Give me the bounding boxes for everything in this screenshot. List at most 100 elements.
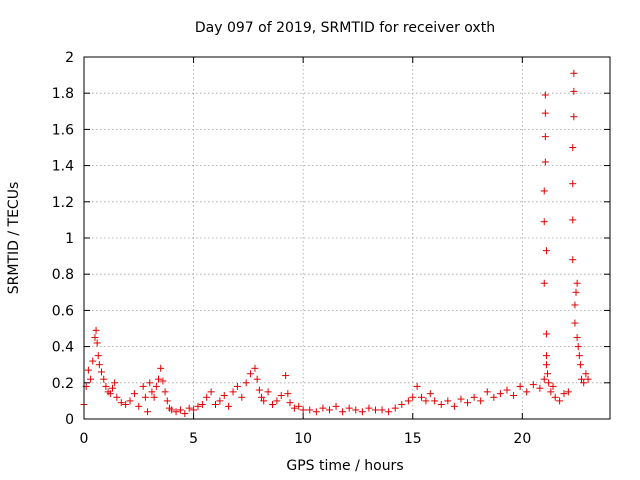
data-point bbox=[576, 361, 584, 369]
data-point bbox=[345, 404, 353, 412]
data-point bbox=[496, 390, 504, 398]
data-point bbox=[542, 330, 550, 338]
data-point bbox=[255, 386, 263, 394]
x-tick-label: 5 bbox=[189, 431, 198, 447]
data-point bbox=[290, 404, 298, 412]
data-point bbox=[111, 379, 119, 387]
data-point bbox=[541, 91, 549, 99]
data-point bbox=[352, 406, 360, 414]
data-point bbox=[268, 401, 276, 409]
y-tick-label: 0.4 bbox=[52, 340, 74, 356]
y-tick-label: 1 bbox=[65, 231, 74, 247]
data-point bbox=[413, 382, 421, 390]
data-point bbox=[365, 404, 373, 412]
data-point bbox=[168, 406, 176, 414]
y-tick-label: 1.8 bbox=[52, 86, 74, 102]
y-tick-label: 0.2 bbox=[52, 376, 74, 392]
data-point bbox=[570, 69, 578, 77]
y-tick-label: 1.4 bbox=[52, 159, 74, 175]
y-tick-label: 1.6 bbox=[52, 122, 74, 138]
y-tick-label: 2 bbox=[65, 50, 74, 66]
data-point bbox=[516, 382, 524, 390]
data-point bbox=[185, 404, 193, 412]
y-tick-label: 0 bbox=[65, 412, 74, 428]
data-point bbox=[560, 390, 568, 398]
data-point bbox=[545, 379, 553, 387]
data-point bbox=[264, 388, 272, 396]
data-point bbox=[135, 402, 143, 410]
data-point bbox=[130, 390, 138, 398]
x-tick-label: 0 bbox=[80, 431, 89, 447]
data-point bbox=[306, 406, 314, 414]
x-axis-ticks: 0 5 10 15 20 bbox=[80, 57, 531, 447]
data-point bbox=[542, 352, 550, 360]
data-point bbox=[273, 397, 281, 405]
x-tick-label: 20 bbox=[513, 431, 531, 447]
data-point bbox=[418, 393, 426, 401]
data-point bbox=[547, 388, 555, 396]
data-point bbox=[569, 256, 577, 264]
data-point bbox=[358, 408, 366, 416]
data-point bbox=[437, 401, 445, 409]
data-point bbox=[89, 357, 97, 365]
data-point bbox=[556, 397, 564, 405]
data-point bbox=[540, 375, 548, 383]
data-point bbox=[570, 113, 578, 121]
data-point bbox=[176, 406, 184, 414]
data-point bbox=[194, 402, 202, 410]
data-point bbox=[422, 397, 430, 405]
y-tick-label: 0.6 bbox=[52, 303, 74, 319]
data-point bbox=[573, 334, 581, 342]
data-point bbox=[541, 133, 549, 141]
data-point bbox=[126, 397, 134, 405]
data-point bbox=[551, 393, 559, 401]
data-point bbox=[570, 87, 578, 95]
data-point bbox=[569, 180, 577, 188]
data-point bbox=[207, 388, 215, 396]
data-point bbox=[98, 368, 106, 376]
data-point bbox=[93, 339, 101, 347]
y-axis-ticks: 0 0.2 0.4 0.6 0.8 1 1.2 1.4 1.6 1.8 2 bbox=[52, 50, 610, 428]
data-point bbox=[483, 388, 491, 396]
data-point bbox=[95, 361, 103, 369]
data-point bbox=[144, 408, 152, 416]
data-point bbox=[536, 384, 544, 392]
data-point bbox=[578, 375, 586, 383]
data-point bbox=[540, 187, 548, 195]
data-point bbox=[409, 393, 417, 401]
data-point bbox=[150, 393, 158, 401]
data-point bbox=[163, 397, 171, 405]
data-point bbox=[564, 388, 572, 396]
data-point bbox=[541, 158, 549, 166]
data-series bbox=[80, 69, 592, 418]
data-point bbox=[286, 399, 294, 407]
data-point bbox=[339, 408, 347, 416]
data-point bbox=[510, 391, 518, 399]
data-point bbox=[569, 216, 577, 224]
data-point bbox=[181, 410, 189, 418]
data-point bbox=[385, 408, 393, 416]
data-point bbox=[141, 393, 149, 401]
data-point bbox=[398, 401, 406, 409]
y-tick-label: 0.8 bbox=[52, 267, 74, 283]
grid bbox=[84, 57, 610, 419]
x-tick-label: 10 bbox=[294, 431, 312, 447]
data-point bbox=[544, 370, 552, 378]
data-point bbox=[92, 326, 100, 334]
data-point bbox=[146, 379, 154, 387]
data-point bbox=[198, 401, 206, 409]
data-point bbox=[108, 384, 116, 392]
data-point bbox=[572, 288, 580, 296]
data-point bbox=[159, 377, 167, 385]
data-point bbox=[332, 402, 340, 410]
data-point bbox=[155, 375, 163, 383]
data-point bbox=[225, 402, 233, 410]
y-axis-label: SRMTID / TECUs bbox=[6, 182, 22, 295]
data-point bbox=[139, 382, 147, 390]
data-point bbox=[529, 381, 537, 389]
y-tick-label: 1.2 bbox=[52, 195, 74, 211]
data-point bbox=[574, 343, 582, 351]
data-point bbox=[295, 402, 303, 410]
data-point bbox=[426, 390, 434, 398]
data-point bbox=[573, 279, 581, 287]
